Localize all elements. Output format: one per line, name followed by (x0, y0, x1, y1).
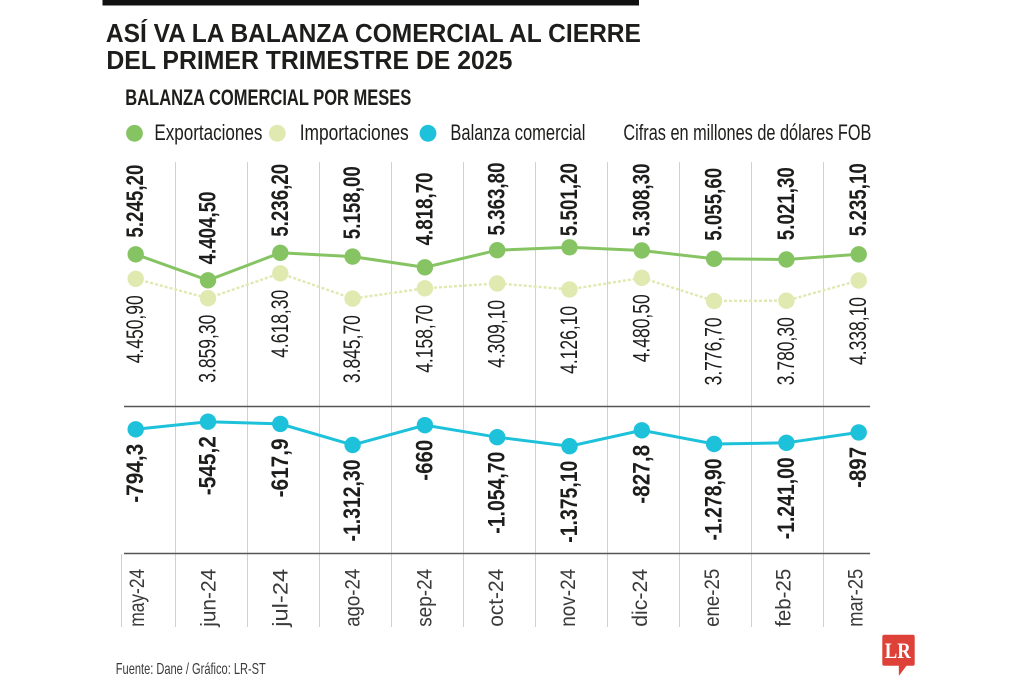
svg-text:4.450,90: 4.450,90 (122, 295, 149, 363)
svg-text:Exportaciones: Exportaciones (154, 120, 262, 145)
svg-text:-827,8: -827,8 (628, 445, 655, 504)
svg-text:ene-25: ene-25 (701, 569, 724, 627)
svg-text:Importaciones: Importaciones (300, 120, 409, 145)
svg-text:jul-24: jul-24 (270, 568, 293, 627)
svg-text:-1.375,10: -1.375,10 (556, 461, 583, 543)
svg-text:-1.054,70: -1.054,70 (484, 452, 511, 534)
svg-text:-545,2: -545,2 (195, 436, 222, 495)
svg-text:Cifras en millones de dólares: Cifras en millones de dólares FOB (623, 120, 871, 145)
svg-text:3.845,70: 3.845,70 (339, 315, 366, 383)
svg-text:4.404,50: 4.404,50 (195, 191, 222, 264)
svg-text:mar-25: mar-25 (845, 569, 868, 627)
svg-text:-897: -897 (845, 447, 872, 488)
svg-text:oct-24: oct-24 (485, 568, 508, 626)
svg-text:3.776,70: 3.776,70 (701, 317, 728, 385)
svg-text:-617,9: -617,9 (267, 438, 294, 497)
svg-text:ASÍ VA LA BALANZA COMERCIAL AL: ASÍ VA LA BALANZA COMERCIAL AL CIERRE (106, 19, 641, 48)
svg-text:nov-24: nov-24 (557, 569, 580, 627)
svg-text:4.818,70: 4.818,70 (411, 172, 438, 245)
svg-text:BALANZA COMERCIAL POR MESES: BALANZA COMERCIAL POR MESES (125, 85, 411, 110)
svg-text:DEL PRIMER TRIMESTRE DE 2025: DEL PRIMER TRIMESTRE DE 2025 (106, 47, 512, 75)
svg-text:-1.312,30: -1.312,30 (339, 460, 366, 542)
svg-text:dic-24: dic-24 (629, 568, 652, 626)
svg-text:5.363,80: 5.363,80 (484, 163, 511, 236)
svg-text:5.055,60: 5.055,60 (701, 168, 728, 241)
svg-text:5.158,00: 5.158,00 (339, 166, 366, 239)
svg-text:-794,3: -794,3 (122, 444, 149, 503)
svg-text:4.618,30: 4.618,30 (267, 290, 294, 358)
svg-text:5.501,20: 5.501,20 (556, 163, 583, 236)
svg-text:5.308,30: 5.308,30 (628, 164, 655, 237)
svg-text:3.859,30: 3.859,30 (195, 315, 222, 383)
svg-text:-660: -660 (411, 440, 438, 481)
svg-text:-1.278,90: -1.278,90 (701, 459, 728, 541)
svg-text:-1.241,00: -1.241,00 (773, 457, 800, 539)
svg-text:4.309,10: 4.309,10 (484, 300, 511, 368)
svg-text:Balanza comercial: Balanza comercial (450, 120, 585, 145)
svg-text:ago-24: ago-24 (341, 569, 364, 627)
svg-text:Fuente: Dane / Gráfico: LR-ST: Fuente: Dane / Gráfico: LR-ST (116, 661, 266, 678)
svg-text:may-24: may-24 (126, 569, 149, 627)
svg-text:4.480,50: 4.480,50 (628, 294, 655, 362)
svg-text:feb-25: feb-25 (773, 569, 796, 627)
svg-text:5.021,30: 5.021,30 (773, 167, 800, 240)
svg-text:3.780,30: 3.780,30 (773, 317, 800, 385)
svg-text:4.158,70: 4.158,70 (411, 305, 438, 373)
svg-text:jun-24: jun-24 (198, 568, 221, 627)
svg-text:4.126,10: 4.126,10 (556, 306, 583, 374)
svg-text:sep-24: sep-24 (413, 569, 436, 627)
svg-text:5.236,20: 5.236,20 (267, 164, 294, 237)
svg-text:5.235,10: 5.235,10 (845, 163, 872, 236)
svg-text:LR: LR (885, 638, 912, 663)
svg-text:5.245,20: 5.245,20 (122, 165, 149, 238)
svg-text:4.338,10: 4.338,10 (845, 297, 872, 365)
